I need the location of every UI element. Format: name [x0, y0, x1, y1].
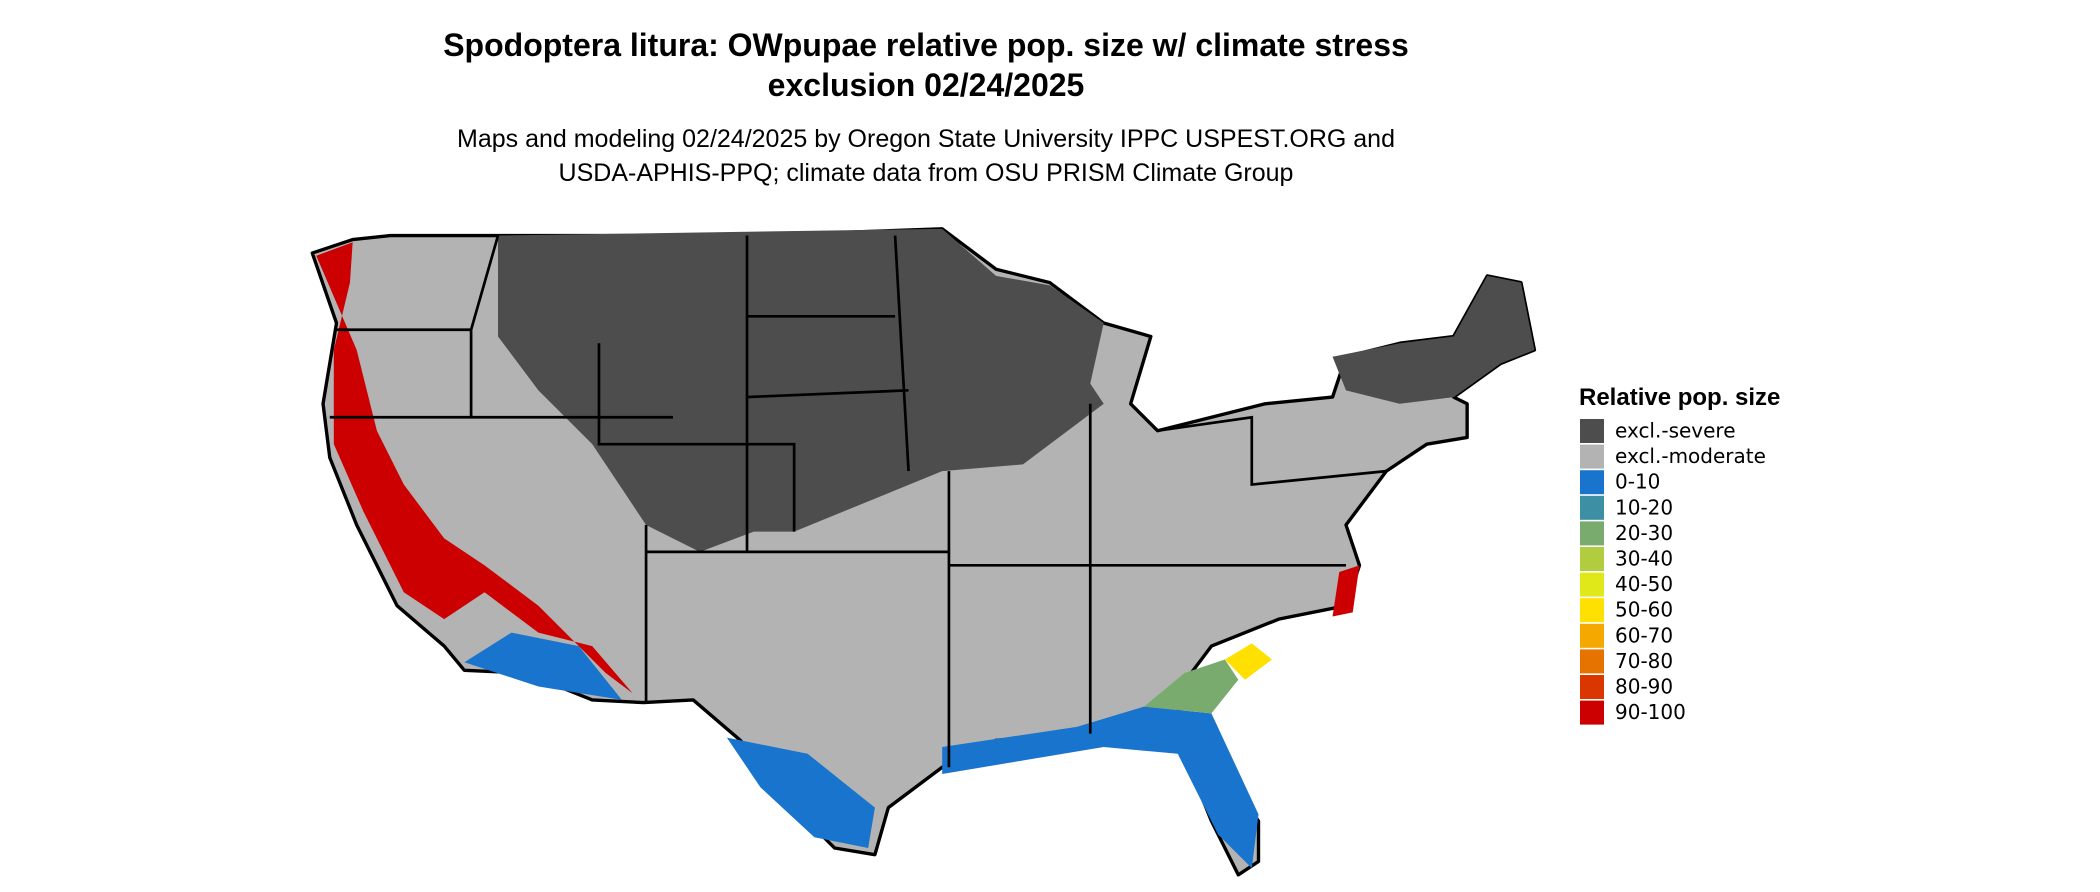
severe-region	[498, 228, 1104, 552]
legend-swatch	[1580, 495, 1604, 520]
warm-region	[464, 632, 622, 700]
legend-label: 70-80	[1615, 649, 1673, 673]
legend-label: 0-10	[1615, 470, 1660, 494]
subtitle-line: Maps and modeling 02/24/2025 by Oregon S…	[457, 125, 1395, 153]
legend-label: 90-100	[1615, 700, 1686, 724]
title-line: exclusion 02/24/2025	[768, 67, 1085, 103]
state-lines	[329, 235, 1387, 768]
legend-swatch	[1580, 470, 1604, 495]
legend-label: 20-30	[1615, 521, 1673, 545]
legend-swatch	[1580, 521, 1604, 546]
warm-region	[1144, 659, 1239, 714]
severe-region	[1332, 275, 1535, 404]
hot-region	[316, 242, 633, 694]
legend-swatch	[1580, 444, 1604, 469]
legend-swatch	[1580, 649, 1604, 674]
legend-swatch	[1580, 419, 1604, 443]
legend-swatch	[1580, 700, 1604, 725]
warm-region	[1224, 643, 1272, 680]
warm-region	[726, 737, 875, 848]
legend-swatch	[1580, 598, 1604, 623]
legend-title: Relative pop. size	[1579, 384, 1780, 411]
legend-label: 80-90	[1615, 675, 1673, 699]
legend-swatch	[1580, 572, 1604, 597]
legend-label: 30-40	[1615, 547, 1673, 571]
legend-swatch	[1580, 623, 1604, 648]
legend-label: 40-50	[1615, 572, 1673, 596]
legend: excl.-severeexcl.-moderate0-1010-2020-30…	[1580, 419, 1766, 725]
legend-swatch	[1580, 675, 1604, 699]
legend-label: 60-70	[1615, 623, 1673, 647]
legend-label: 10-20	[1615, 495, 1673, 519]
legend-label: excl.-severe	[1615, 419, 1736, 443]
legend-swatch	[1580, 547, 1604, 571]
legend-label: 50-60	[1615, 598, 1673, 622]
warm-region	[942, 706, 1259, 869]
legend-label: excl.-moderate	[1615, 444, 1766, 468]
subtitle-line: USDA-APHIS-PPQ; climate data from OSU PR…	[559, 159, 1294, 187]
warm-region	[1332, 565, 1360, 617]
title-line: Spodoptera litura: OWpupae relative pop.…	[443, 27, 1409, 63]
map	[310, 227, 1537, 877]
